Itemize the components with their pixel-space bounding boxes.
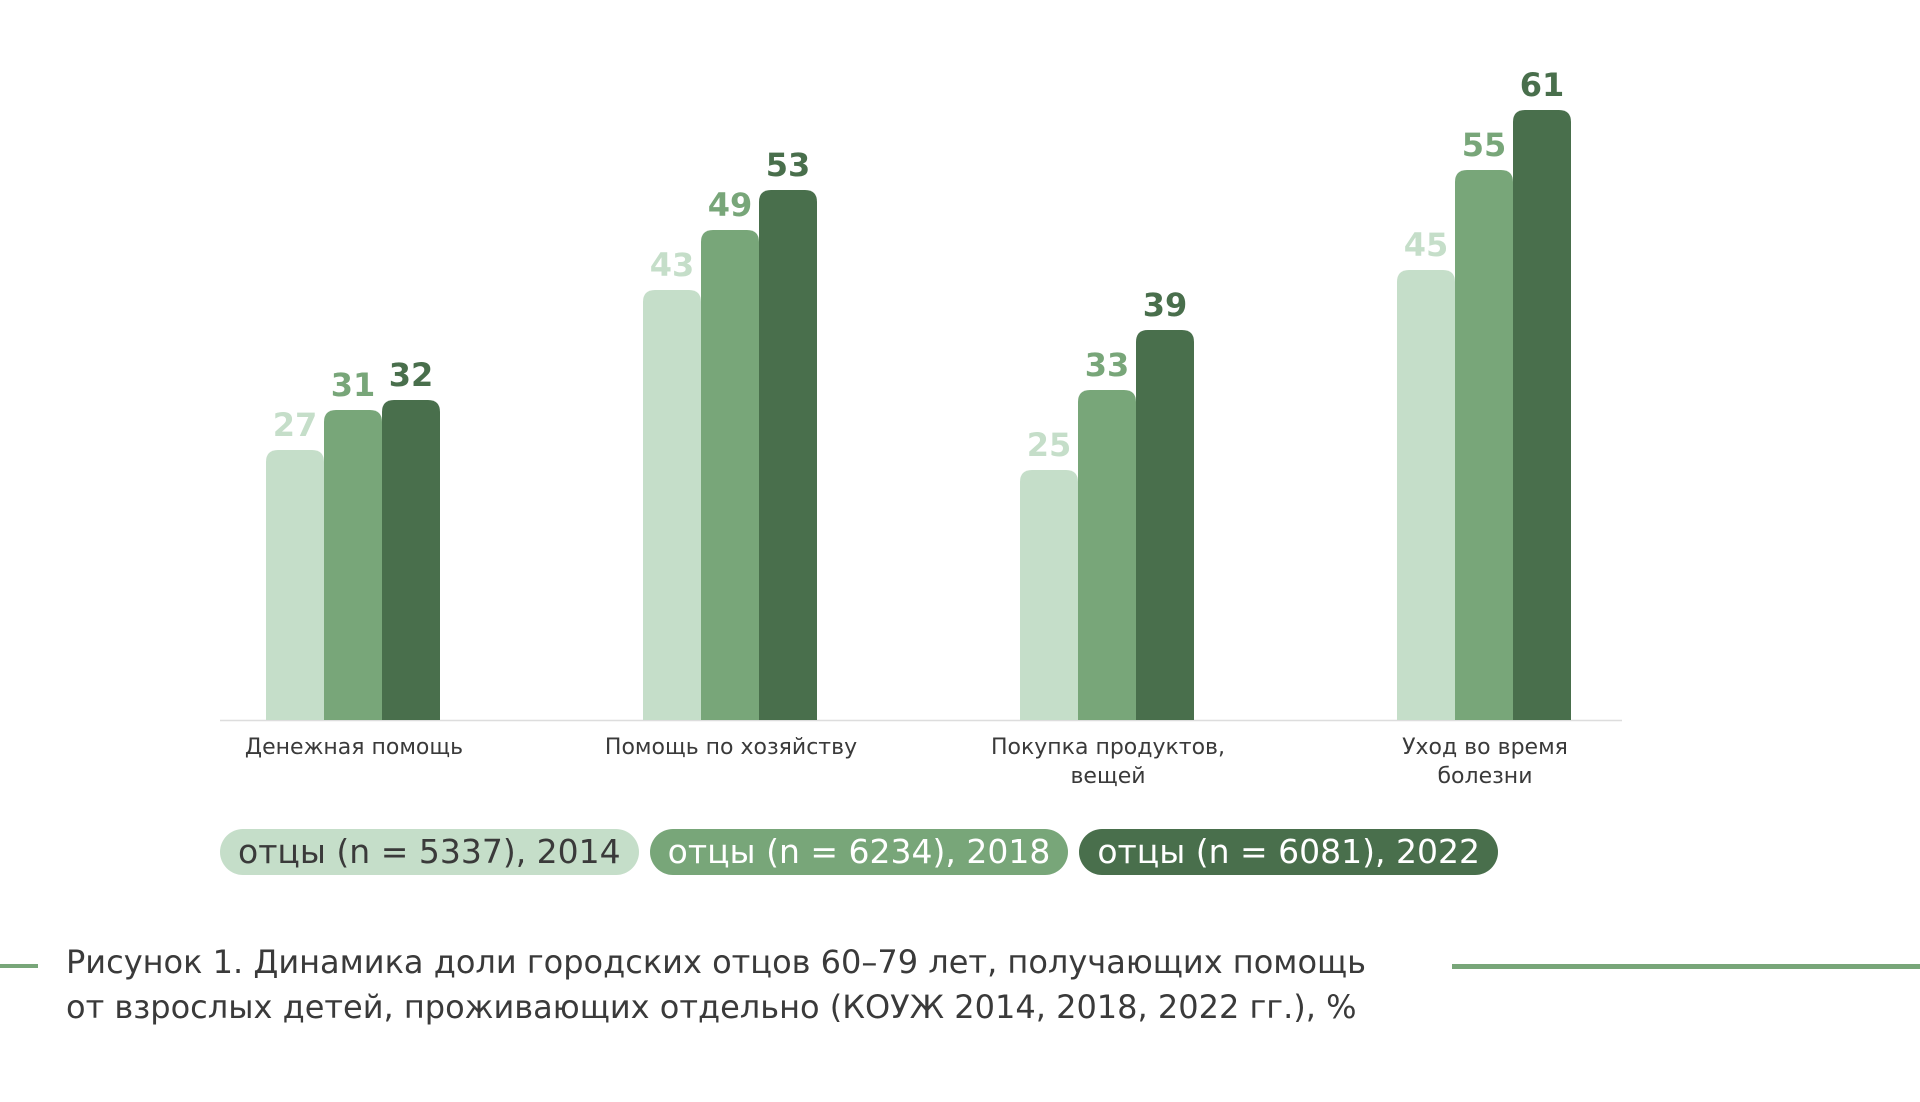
data-label: 55 [1462,126,1507,164]
bar [1078,390,1136,720]
bar-chart: 27 43 25 45 31 49 33 55 32 53 39 61 Денежная помощь П… [220,66,1622,789]
legend-item-2018: отцы (n = 6234), 2018 [649,829,1069,875]
caption-line-1: Рисунок 1. Динамика доли городских отцов… [66,943,1367,981]
bar [266,450,324,720]
data-label: 61 [1520,66,1565,104]
bar [643,290,701,720]
data-label: 43 [650,246,695,284]
category-label: Помощь по хозяйству [605,735,857,760]
category-label: болезни [1437,764,1532,789]
data-label: 32 [389,356,434,394]
figure-caption: Рисунок 1. Динамика доли городских отцов… [66,940,1366,1030]
caption-line-2: от взрослых детей, проживающих отдельно … [66,988,1357,1026]
category-label: Денежная помощь [245,735,463,760]
caption-rule-left [0,964,38,968]
category-label: вещей [1070,764,1145,789]
caption-rule-right [1452,964,1920,969]
category-label: Покупка продуктов, [991,735,1225,760]
category-label: Уход во время [1402,735,1568,760]
data-label: 33 [1085,346,1130,384]
data-label: 31 [331,366,376,404]
bar [759,190,817,720]
legend-item-2022: отцы (n = 6081), 2022 [1079,829,1499,875]
bar [382,400,440,720]
bar [701,230,759,720]
data-label: 45 [1404,226,1449,264]
bar [324,410,382,720]
legend-item-2014: отцы (n = 5337), 2014 [220,829,639,875]
data-label: 27 [273,406,318,444]
data-label: 49 [708,186,753,224]
chart-legend: отцы (n = 5337), 2014 отцы (n = 6234), 2… [220,829,1499,875]
bar [1020,470,1078,720]
bar [1136,330,1194,720]
bar [1397,270,1455,720]
data-label: 39 [1143,286,1188,324]
bar [1513,110,1571,720]
bar [1455,170,1513,720]
data-label: 53 [766,146,811,184]
data-label: 25 [1027,426,1072,464]
